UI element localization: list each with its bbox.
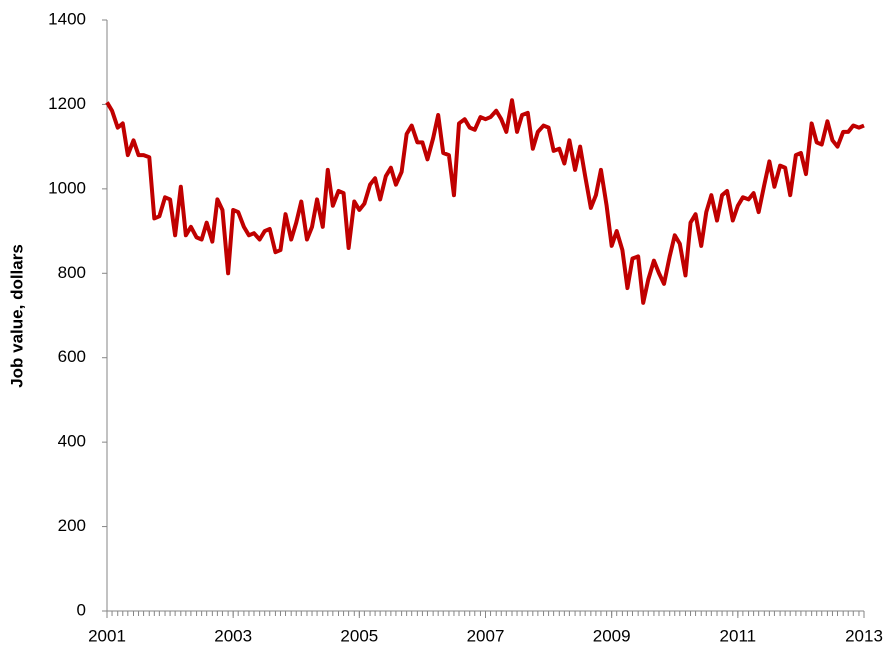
- x-tick-label: 2007: [467, 626, 505, 645]
- y-tick-label: 600: [58, 347, 86, 366]
- data-line: [105, 98, 865, 305]
- y-tick-label: 200: [58, 516, 86, 535]
- x-tick-label: 2005: [340, 626, 378, 645]
- y-tick-label: 1000: [48, 178, 86, 197]
- y-tick-label: 1200: [48, 94, 86, 113]
- x-tick-label: 2003: [214, 626, 252, 645]
- x-tick-label: 2011: [720, 626, 757, 645]
- x-tick-label: 2009: [593, 626, 631, 645]
- y-tick-label: 800: [58, 263, 86, 282]
- x-tick-label: 2013: [845, 626, 883, 645]
- y-tick-label: 1400: [48, 9, 86, 28]
- y-axis-label: Job value, dollars: [7, 244, 26, 388]
- y-tick-label: 0: [77, 600, 86, 619]
- x-tick-label: 2001: [88, 626, 126, 645]
- y-tick-label: 400: [58, 432, 86, 451]
